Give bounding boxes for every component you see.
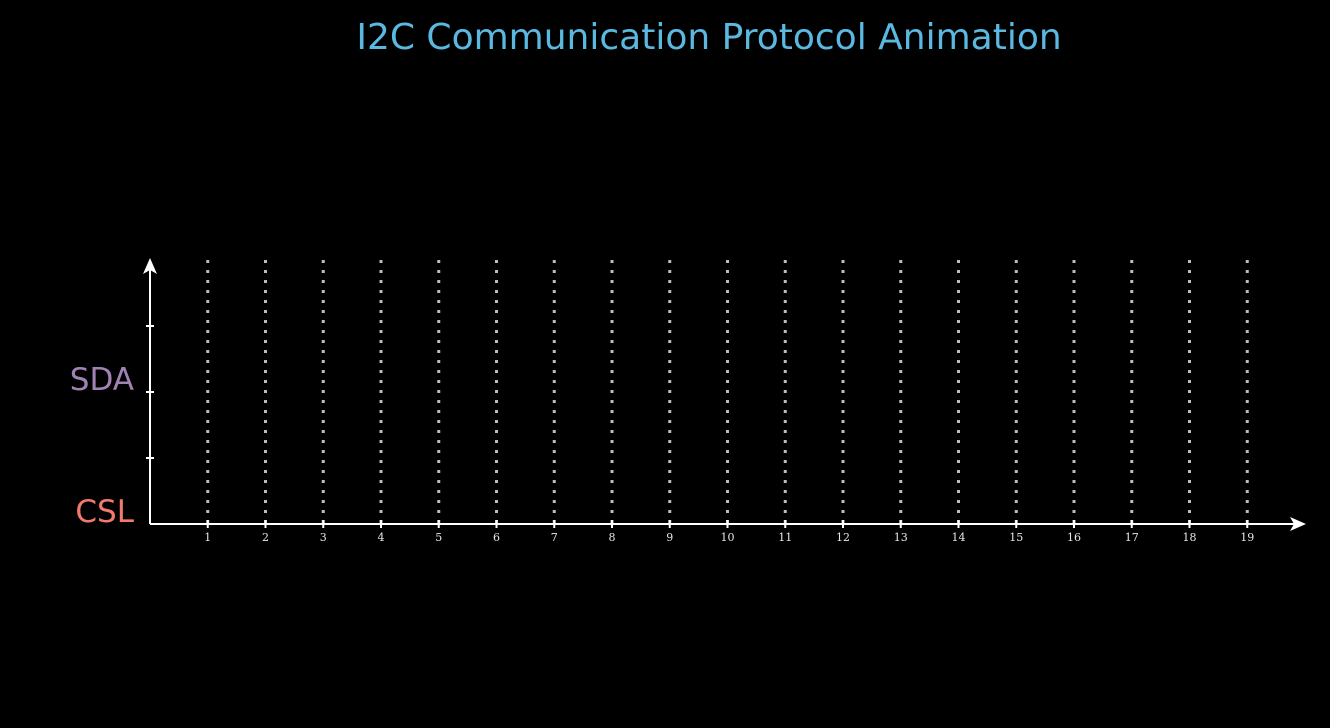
x-tick-label: 10	[721, 531, 735, 544]
x-tick-label: 19	[1240, 531, 1254, 544]
x-tick-label: 4	[378, 531, 385, 544]
x-tick-label: 12	[836, 531, 850, 544]
x-tick-label: 6	[493, 531, 500, 544]
x-tick-label: 18	[1183, 531, 1197, 544]
sda-signal-label: SDA	[70, 362, 134, 398]
y-axis-arrow-icon	[143, 258, 157, 274]
x-axis-arrow-icon	[1290, 517, 1306, 531]
x-tick-label: 5	[435, 531, 442, 544]
x-tick-label: 9	[666, 531, 673, 544]
axes	[143, 258, 1306, 531]
x-tick-label: 11	[778, 531, 792, 544]
time-gridlines	[206, 260, 1249, 528]
x-axis-ticks: 1 2 3 4 5 6 7 8 9 10 11 12 13 14 15 16 17 18 19	[204, 520, 1254, 544]
x-tick-label: 14	[952, 531, 966, 544]
x-tick-label: 17	[1125, 531, 1139, 544]
diagram-title: I2C Communication Protocol Animation	[356, 17, 1061, 58]
x-tick-label: 3	[320, 531, 327, 544]
x-tick-label: 16	[1067, 531, 1081, 544]
x-tick-label: 1	[204, 531, 211, 544]
x-tick-label: 2	[262, 531, 269, 544]
x-tick-label: 7	[551, 531, 558, 544]
x-tick-label: 8	[609, 531, 616, 544]
x-tick-label: 13	[894, 531, 908, 544]
csl-signal-label: CSL	[75, 494, 134, 530]
x-tick-label: 15	[1009, 531, 1023, 544]
